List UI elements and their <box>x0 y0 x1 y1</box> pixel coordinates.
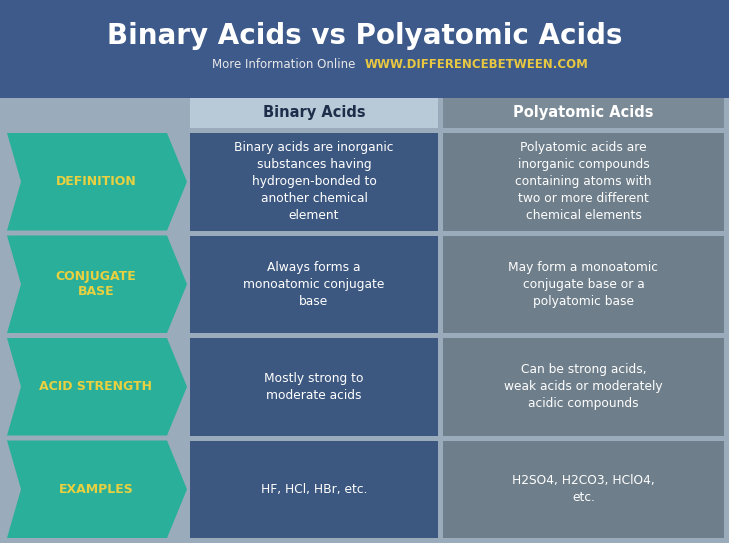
Text: WWW.DIFFERENCEBETWEEN.COM: WWW.DIFFERENCEBETWEEN.COM <box>364 59 588 72</box>
Polygon shape <box>7 338 187 435</box>
Text: May form a monoatomic
conjugate base or a
polyatomic base: May form a monoatomic conjugate base or … <box>509 261 658 308</box>
Text: HF, HCl, HBr, etc.: HF, HCl, HBr, etc. <box>261 483 367 496</box>
FancyBboxPatch shape <box>190 338 438 435</box>
Text: Binary acids are inorganic
substances having
hydrogen-bonded to
another chemical: Binary acids are inorganic substances ha… <box>234 141 394 222</box>
FancyBboxPatch shape <box>190 133 438 230</box>
Text: ACID STRENGTH: ACID STRENGTH <box>39 380 152 393</box>
Text: H2SO4, H2CO3, HClO4,
etc.: H2SO4, H2CO3, HClO4, etc. <box>512 474 655 504</box>
Polygon shape <box>7 133 187 230</box>
FancyBboxPatch shape <box>443 440 724 538</box>
Text: More Information Online: More Information Online <box>211 59 362 72</box>
Text: Polyatomic Acids: Polyatomic Acids <box>513 105 654 121</box>
Text: Can be strong acids,
weak acids or moderately
acidic compounds: Can be strong acids, weak acids or moder… <box>504 363 663 411</box>
FancyBboxPatch shape <box>190 236 438 333</box>
Text: Binary Acids vs Polyatomic Acids: Binary Acids vs Polyatomic Acids <box>106 22 623 50</box>
FancyBboxPatch shape <box>190 440 438 538</box>
Text: EXAMPLES: EXAMPLES <box>58 483 133 496</box>
Text: Mostly strong to
moderate acids: Mostly strong to moderate acids <box>264 372 364 402</box>
Text: DEFINITION: DEFINITION <box>55 175 136 188</box>
FancyBboxPatch shape <box>0 0 729 98</box>
Polygon shape <box>7 440 187 538</box>
Text: Binary Acids: Binary Acids <box>262 105 365 121</box>
FancyBboxPatch shape <box>443 338 724 435</box>
FancyBboxPatch shape <box>443 133 724 230</box>
FancyBboxPatch shape <box>443 236 724 333</box>
Polygon shape <box>7 236 187 333</box>
Text: Always forms a
monoatomic conjugate
base: Always forms a monoatomic conjugate base <box>243 261 385 308</box>
Text: Polyatomic acids are
inorganic compounds
containing atoms with
two or more diffe: Polyatomic acids are inorganic compounds… <box>515 141 652 222</box>
Text: CONJUGATE
BASE: CONJUGATE BASE <box>55 270 136 298</box>
FancyBboxPatch shape <box>190 98 438 128</box>
FancyBboxPatch shape <box>443 98 724 128</box>
